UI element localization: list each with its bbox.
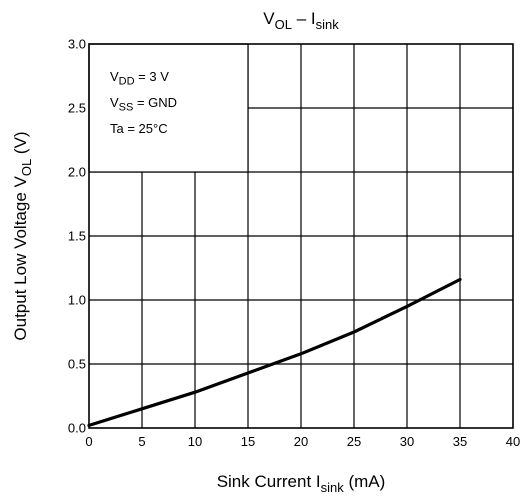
condition-text: VDD = 3 V [110, 69, 169, 88]
series-line [87, 277, 462, 427]
x-tick-label: 10 [188, 434, 202, 449]
y-axis-label: Output Low Voltage VOL (V) [11, 131, 34, 340]
conditions-text: VDD = 3 V VSS = GND Ta = 25°C [110, 69, 177, 136]
y-tick-label: 1.5 [68, 229, 86, 244]
y-tick-label: 0.5 [68, 357, 86, 372]
y-tick-labels: 0.0 0.5 1.0 1.5 2.0 2.5 3.0 [68, 37, 86, 436]
x-tick-label: 35 [453, 434, 467, 449]
y-tick-label: 0.0 [68, 421, 86, 436]
plot-border [88, 43, 514, 429]
x-tick-label: 0 [85, 434, 92, 449]
y-tick-label: 2.0 [68, 165, 86, 180]
x-tick-label: 25 [347, 434, 361, 449]
condition-text: Ta = 25°C [110, 121, 168, 136]
x-tick-label: 30 [400, 434, 414, 449]
chart-title: VOL – Isink [263, 9, 339, 32]
x-tick-label: 15 [241, 434, 255, 449]
x-tick-label: 20 [294, 434, 308, 449]
y-tick-label: 3.0 [68, 37, 86, 52]
plot-frame [88, 43, 514, 429]
x-tick-labels: 0 5 10 15 20 25 30 35 40 [85, 434, 520, 449]
conditions-box [88, 43, 249, 173]
series-layer [87, 277, 462, 427]
x-axis-label: Sink Current Isink (mA) [217, 472, 386, 495]
y-tick-label: 2.5 [68, 101, 86, 116]
x-tick-label: 5 [138, 434, 145, 449]
condition-text: VSS = GND [110, 95, 177, 114]
x-tick-label: 40 [506, 434, 520, 449]
y-tick-label: 1.0 [68, 293, 86, 308]
